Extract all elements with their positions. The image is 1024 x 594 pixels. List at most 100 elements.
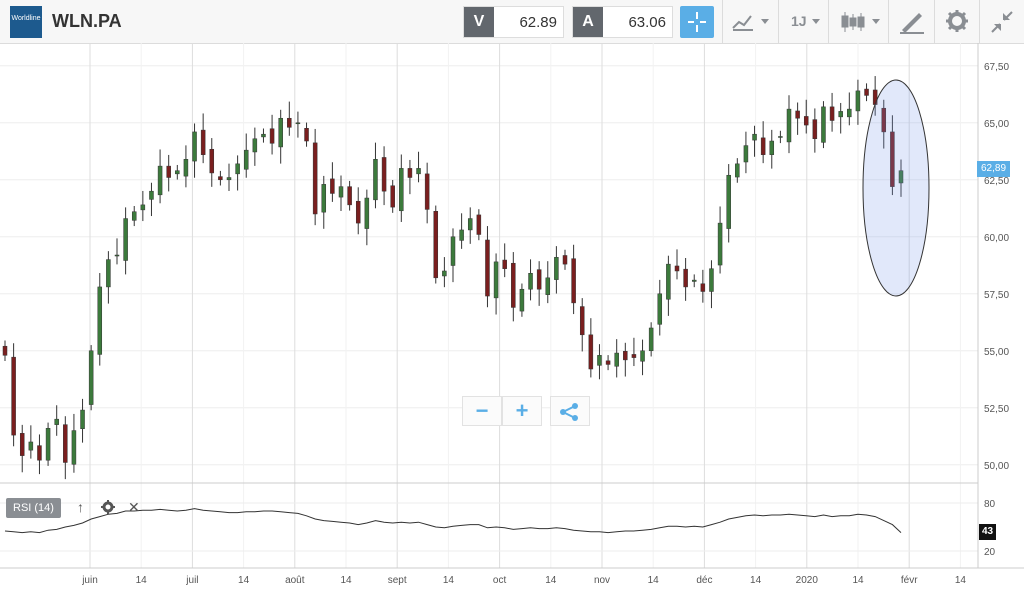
y-tick-label: 55,00	[984, 347, 1009, 358]
candle-body	[28, 441, 34, 451]
rsi-settings-icon[interactable]	[100, 499, 116, 518]
candle-body	[666, 263, 671, 300]
x-tick-label: oct	[493, 575, 507, 586]
candle-body	[623, 350, 628, 361]
x-tick-label: 14	[955, 575, 967, 586]
close-icon[interactable]: ✕	[128, 499, 140, 515]
candle-body	[157, 165, 163, 196]
candle-style-button[interactable]	[828, 0, 888, 43]
candle-body	[485, 239, 490, 297]
candle-body	[183, 159, 189, 177]
rsi-tick-label: 20	[984, 547, 996, 558]
candle-body	[631, 354, 637, 358]
x-tick-label: 14	[750, 575, 762, 586]
last-price-badge: 62,89	[977, 161, 1011, 177]
candle-body	[511, 262, 516, 308]
candle-body	[614, 352, 619, 367]
candle-body	[218, 176, 223, 181]
x-tick-label: févr	[901, 575, 918, 586]
candle-body	[855, 90, 861, 112]
share-icon	[560, 403, 578, 421]
candle-body	[295, 122, 301, 125]
candle-body	[674, 265, 680, 272]
candle-body	[71, 430, 77, 465]
price-chart[interactable]: 67,50 65,00 62,50 60,00 57,50 55,00 52,50 50,00…	[0, 43, 1024, 594]
candle-body	[355, 200, 361, 224]
candle-body	[407, 168, 413, 178]
x-tick-label: 14	[545, 575, 557, 586]
candle-body	[648, 327, 654, 352]
drawing-tool-button[interactable]	[888, 0, 934, 43]
highlight-ellipse	[862, 79, 930, 297]
x-tick-label: nov	[594, 575, 610, 586]
chart-type-button[interactable]	[722, 0, 778, 43]
candle-body	[80, 409, 85, 429]
gear-icon	[946, 10, 968, 32]
candle-body	[554, 257, 559, 280]
candle-body	[605, 360, 611, 365]
candle-body	[200, 129, 206, 155]
candle-body	[743, 145, 749, 163]
candle-body	[304, 128, 309, 142]
crosshair-button[interactable]	[680, 6, 714, 38]
ask-tag: A	[573, 7, 603, 37]
crosshair-icon	[688, 12, 706, 32]
ask-value: 63.06	[628, 14, 666, 31]
candle-body	[123, 218, 128, 261]
candle-body	[19, 433, 25, 456]
candle-body	[640, 350, 645, 362]
zoom-out-button[interactable]: −	[462, 396, 502, 426]
candle-body	[769, 140, 775, 155]
candle-body	[778, 136, 783, 138]
candle-body	[45, 428, 51, 461]
interval-button[interactable]: 1J	[778, 0, 828, 43]
candle-body	[364, 197, 370, 229]
x-tick-label: 14	[443, 575, 455, 586]
bid-value: 62.89	[519, 14, 557, 31]
candle-body	[347, 186, 352, 206]
candle-body	[106, 259, 111, 288]
candle-body	[209, 148, 215, 174]
candle-body	[709, 268, 714, 292]
candle-body	[424, 173, 430, 210]
candle-body	[390, 185, 395, 208]
candle-body	[803, 116, 809, 126]
collapse-button[interactable]	[979, 0, 1024, 43]
candle-body	[442, 270, 447, 277]
candle-body	[795, 110, 800, 119]
bid-quote[interactable]: V 62.89	[463, 6, 564, 38]
candle-body	[579, 306, 585, 336]
candle-body	[312, 142, 318, 215]
candle-body	[192, 131, 197, 162]
candle-body	[140, 204, 146, 211]
candle-body	[786, 108, 792, 143]
candle-body	[717, 222, 723, 266]
candle-body	[97, 286, 103, 355]
candle-body	[88, 350, 94, 405]
y-tick-label: 50,00	[984, 461, 1009, 472]
candle-body	[131, 211, 137, 221]
candle-body	[175, 170, 180, 175]
candle-body	[752, 133, 757, 141]
y-tick-label: 60,00	[984, 233, 1009, 244]
zoom-in-button[interactable]: +	[502, 396, 542, 426]
share-button[interactable]	[550, 396, 590, 426]
candle-body	[330, 178, 335, 194]
rsi-label[interactable]: RSI (14)	[6, 498, 61, 518]
x-tick-label: 14	[340, 575, 352, 586]
candle-body	[890, 131, 895, 187]
candle-body	[726, 174, 731, 229]
ask-quote[interactable]: A 63.06	[572, 6, 673, 38]
up-arrow-icon[interactable]: ↑	[77, 499, 84, 515]
toolbar: Worldline WLN.PA V 62.89 A 63.06 1J	[0, 0, 1024, 44]
candle-body	[812, 119, 818, 140]
candle-body	[700, 283, 706, 292]
candle-body	[519, 288, 525, 312]
y-tick-label: 65,00	[984, 119, 1009, 130]
axis-labels: 67,50 65,00 62,50 60,00 57,50 55,00 52,50 50,00…	[81, 62, 1009, 586]
candle-body	[493, 261, 499, 299]
settings-button[interactable]	[934, 0, 979, 43]
candle-body	[459, 229, 464, 241]
candle-body	[373, 159, 378, 201]
candle-body	[338, 186, 344, 198]
